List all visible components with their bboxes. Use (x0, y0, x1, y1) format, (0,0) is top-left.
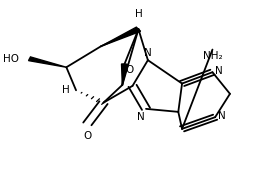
Text: HO: HO (3, 54, 19, 64)
Text: NH₂: NH₂ (203, 51, 222, 61)
Text: N: N (144, 48, 152, 58)
Polygon shape (101, 27, 141, 46)
Polygon shape (28, 57, 66, 67)
Text: H: H (135, 10, 142, 19)
Text: N: N (215, 66, 223, 76)
Text: N: N (137, 112, 145, 121)
Text: O: O (83, 131, 91, 141)
Polygon shape (121, 64, 127, 85)
Text: N: N (218, 111, 225, 121)
Text: O: O (126, 65, 134, 75)
Text: H: H (62, 85, 69, 95)
